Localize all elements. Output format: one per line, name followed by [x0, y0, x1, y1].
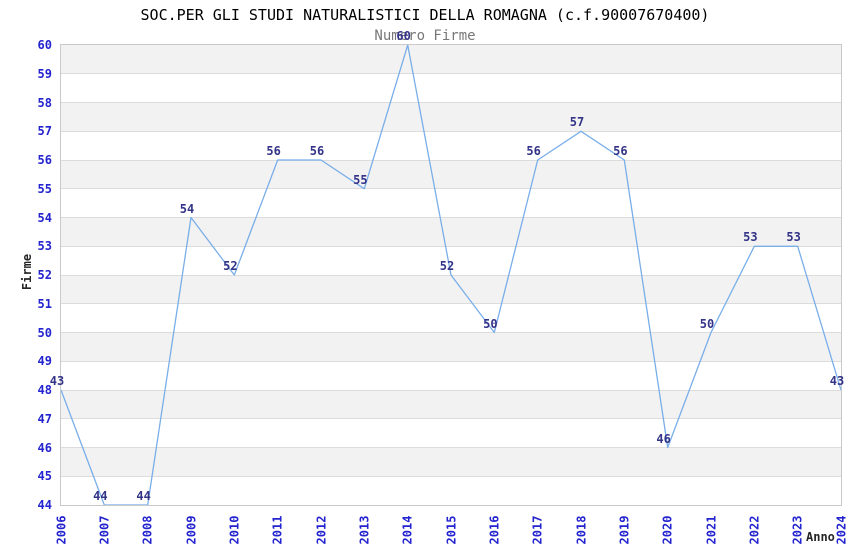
- x-tick: 2013: [347, 513, 381, 547]
- point-label: 54: [179, 201, 195, 216]
- gridline: [61, 360, 841, 362]
- point-label: 46: [656, 431, 671, 446]
- chart-subtitle: Numero Firme: [374, 28, 476, 44]
- gridline: [61, 332, 841, 333]
- y-tick-label: 57: [37, 124, 52, 139]
- x-tick: 2007: [87, 513, 121, 547]
- y-tick-label: 50: [37, 325, 52, 340]
- x-tick-label: 2016: [487, 515, 502, 545]
- point-label: 60: [396, 29, 411, 43]
- gridline: [61, 130, 841, 132]
- point-label: 53: [786, 230, 801, 245]
- y-tick-label: 48: [37, 383, 52, 397]
- x-tick-label: 2022: [747, 515, 762, 545]
- gridline: [61, 475, 841, 477]
- point-label: 56: [526, 144, 541, 158]
- x-tick: 2011: [261, 513, 295, 547]
- x-tick-label: 2008: [140, 515, 155, 545]
- point-label: 53: [743, 230, 758, 245]
- point-label: 44: [93, 489, 108, 503]
- y-tick-label: 54: [37, 210, 52, 225]
- gridline: [61, 389, 841, 391]
- x-tick-label: 2011: [270, 515, 285, 545]
- gridline: [61, 217, 841, 218]
- x-tick: 2021: [694, 513, 728, 547]
- gridline: [61, 303, 841, 305]
- x-tick-label: 2024: [834, 515, 848, 545]
- point-label: 43: [829, 374, 845, 388]
- x-tick-label: 2023: [790, 515, 805, 545]
- series-line: [61, 45, 841, 505]
- x-tick-label: 2012: [314, 515, 328, 545]
- gridline: [61, 188, 841, 190]
- x-tick: 2016: [477, 513, 511, 547]
- gridline: [61, 245, 841, 247]
- point-label: 52: [439, 259, 455, 273]
- y-tick-label: 49: [37, 354, 52, 369]
- y-tick-label: 45: [37, 469, 52, 484]
- series-layer: [61, 45, 841, 505]
- y-tick-label: 56: [37, 153, 52, 167]
- point-label: 44: [136, 489, 151, 503]
- y-tick-label: 51: [37, 296, 52, 311]
- x-tick-label: 2015: [444, 515, 458, 545]
- point-label: 57: [569, 115, 585, 130]
- x-tick-label: 2021: [704, 515, 718, 545]
- y-tick-label: 52: [37, 268, 52, 282]
- x-tick: 2019: [607, 513, 641, 547]
- x-tick: 2015: [434, 513, 468, 547]
- gridline: [61, 418, 841, 420]
- point-label: 50: [483, 316, 498, 331]
- x-tick: 2010: [217, 513, 251, 547]
- point-label: 56: [266, 144, 281, 158]
- x-tick: 2012: [304, 513, 338, 547]
- x-axis-title: Anno: [806, 530, 835, 544]
- x-tick-label: 2013: [357, 515, 372, 545]
- gridline: [61, 447, 841, 448]
- point-label: 43: [49, 374, 65, 388]
- x-tick: 2006: [44, 513, 78, 547]
- y-tick-label: 47: [37, 411, 52, 426]
- point-label: 55: [353, 172, 368, 187]
- x-tick-label: 2010: [227, 515, 242, 545]
- x-tick-label: 2007: [97, 515, 112, 545]
- x-tick: 2008: [131, 513, 165, 547]
- x-tick: 2014: [391, 513, 425, 547]
- x-tick: 2020: [651, 513, 685, 547]
- y-tick-label: 55: [37, 181, 52, 196]
- point-label: 50: [699, 316, 715, 331]
- x-tick: 2009: [174, 513, 208, 547]
- x-tick-label: 2006: [54, 515, 68, 545]
- y-tick-label: 60: [37, 38, 52, 52]
- x-tick-label: 2020: [660, 515, 675, 545]
- x-tick-label: 2017: [530, 515, 545, 545]
- point-label: 56: [613, 144, 628, 158]
- gridline: [61, 102, 841, 103]
- plot-area: [60, 44, 842, 506]
- point-label: 52: [223, 259, 238, 273]
- x-tick-label: 2018: [574, 515, 588, 545]
- gridline: [61, 159, 841, 161]
- gridline: [61, 73, 841, 75]
- y-tick-label: 44: [37, 498, 52, 512]
- x-tick-label: 2019: [617, 515, 632, 545]
- x-tick: 2018: [564, 513, 598, 547]
- y-tick-label: 59: [37, 66, 52, 81]
- point-label: 56: [309, 144, 325, 158]
- x-tick: 2022: [737, 513, 771, 547]
- y-tick-label: 46: [37, 440, 52, 455]
- x-tick: 2017: [521, 513, 555, 547]
- chart-title: SOC.PER GLI STUDI NATURALISTICI DELLA RO…: [140, 6, 710, 24]
- y-tick-label: 53: [37, 239, 52, 254]
- x-tick-label: 2014: [400, 515, 415, 545]
- x-tick-label: 2009: [184, 515, 198, 545]
- y-tick-label: 58: [37, 95, 52, 110]
